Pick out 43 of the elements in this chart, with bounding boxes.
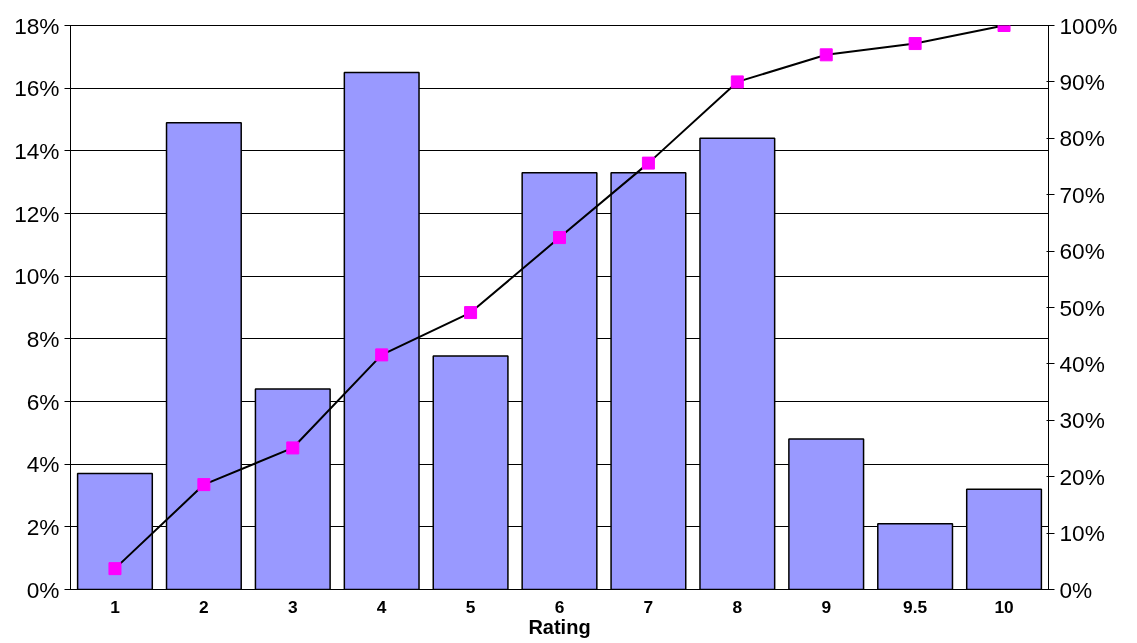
- y2-tick-label: 80%: [1059, 125, 1105, 152]
- y2-tick-label: 40%: [1059, 350, 1105, 377]
- x-tick-label: 4: [376, 596, 387, 617]
- point: [375, 348, 389, 362]
- y2-tick-label: 30%: [1059, 407, 1105, 434]
- y-tick-label: 0%: [26, 576, 60, 603]
- point: [908, 37, 922, 51]
- point: [641, 156, 655, 170]
- y2-tick-label: 20%: [1059, 463, 1105, 490]
- x-axis-title: Rating: [528, 615, 591, 638]
- y2-tick-label: 50%: [1059, 294, 1105, 321]
- y2-tick-label: 70%: [1059, 181, 1105, 208]
- x-tick-label: 9: [821, 596, 832, 617]
- y-tick-label: 8%: [26, 325, 60, 352]
- y2-tick-label: 10%: [1059, 520, 1105, 547]
- x-tick-label: 8: [732, 596, 743, 617]
- point: [197, 478, 211, 492]
- y2-tick-label: 100%: [1059, 12, 1118, 39]
- y2-tick-label: 60%: [1059, 238, 1105, 265]
- point: [819, 48, 833, 62]
- y-tick-label: 14%: [14, 137, 60, 164]
- y-tick-label: 18%: [14, 12, 60, 39]
- point: [286, 441, 300, 455]
- y-tick-label: 12%: [14, 200, 60, 227]
- y-tick-label: 2%: [26, 513, 60, 540]
- x-tick-label: 1: [110, 596, 121, 617]
- point: [464, 306, 478, 320]
- x-tick-label: 7: [643, 596, 654, 617]
- x-tick-label: 6: [554, 596, 565, 617]
- y-tick-label: 10%: [14, 263, 60, 290]
- x-tick-label: 3: [287, 596, 298, 617]
- point: [730, 75, 744, 89]
- y2-tick-label: 90%: [1059, 68, 1105, 95]
- x-tick-label: 10: [994, 596, 1014, 617]
- x-tick-label: 5: [465, 596, 476, 617]
- y-tick-label: 16%: [14, 75, 60, 102]
- y2-tick-label: 0%: [1059, 576, 1093, 603]
- point: [108, 562, 122, 576]
- x-tick-label: 2: [199, 596, 209, 617]
- y-tick-label: 4%: [26, 451, 60, 478]
- point: [553, 231, 566, 245]
- y-tick-label: 6%: [26, 388, 60, 415]
- x-tick-label: 9.5: [903, 596, 928, 617]
